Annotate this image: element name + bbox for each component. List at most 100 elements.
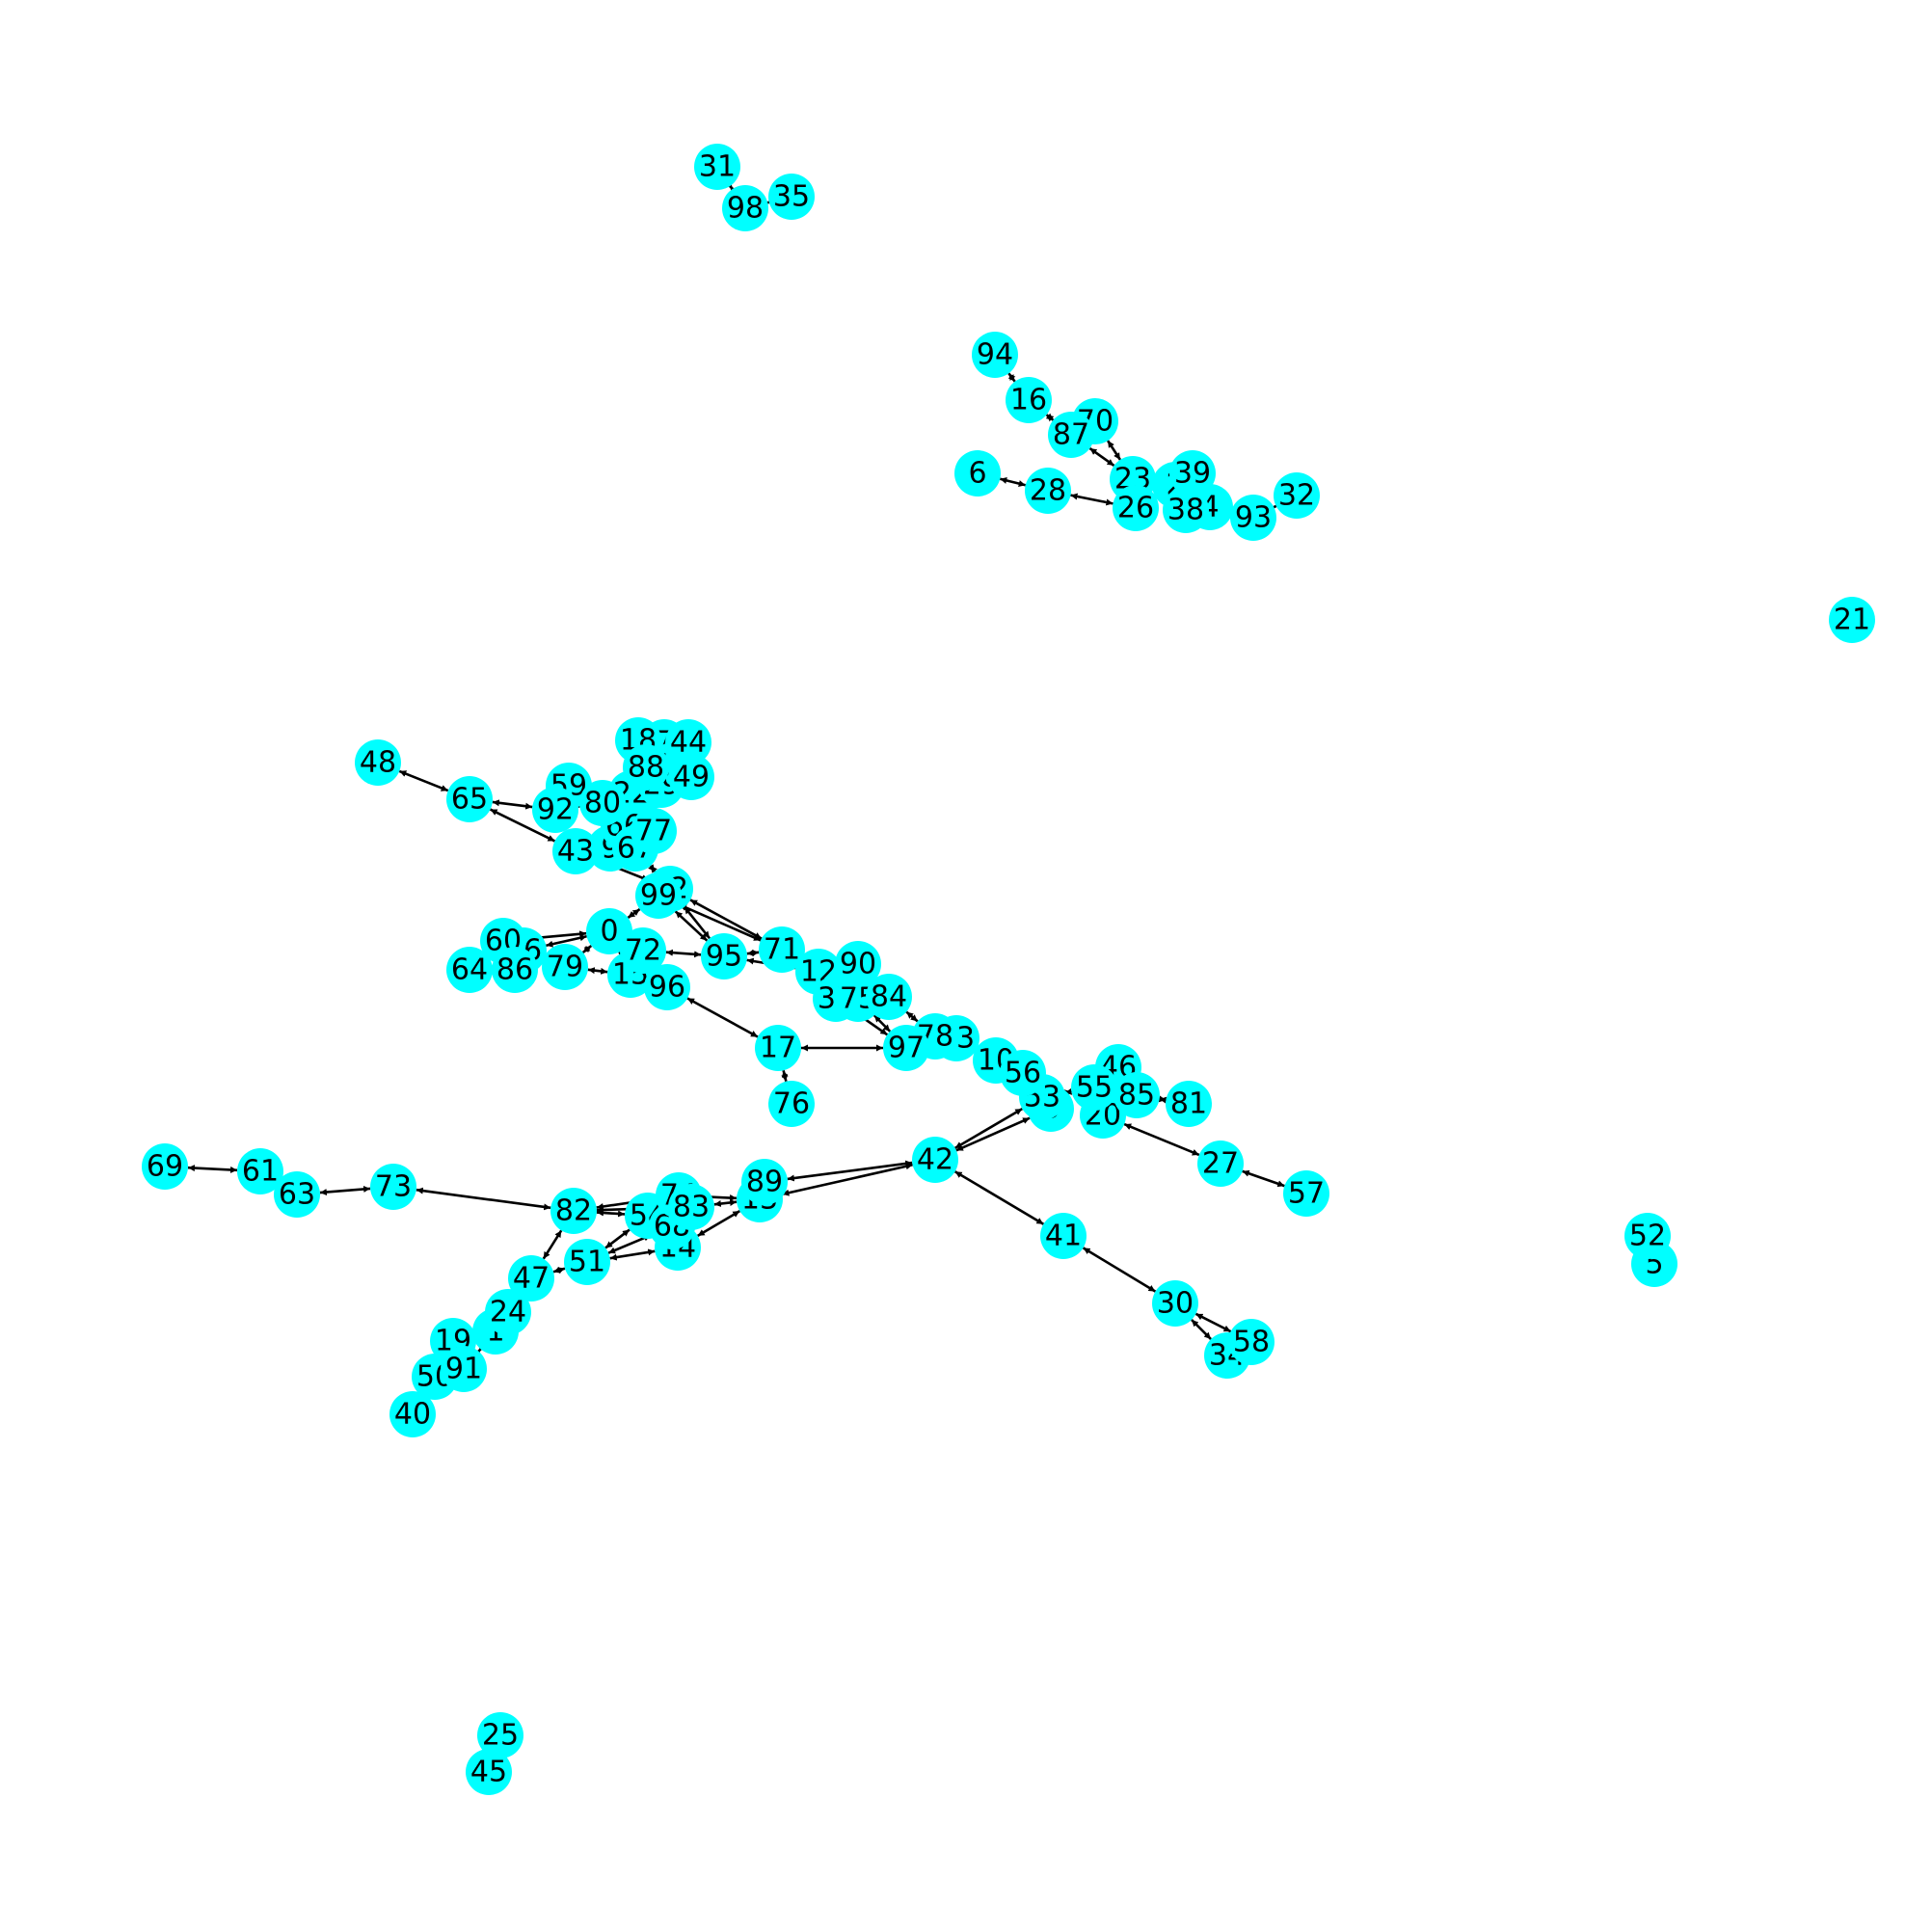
node-label: 38	[1167, 494, 1204, 527]
node-84: 84	[866, 974, 912, 1020]
edge-65-92	[492, 799, 533, 810]
node-label: 44	[670, 726, 707, 760]
node-label: 49	[673, 761, 710, 794]
node-label: 51	[569, 1246, 605, 1279]
edge-48-65	[398, 769, 449, 792]
node-72: 72	[620, 927, 666, 974]
node-label: 6	[968, 457, 986, 491]
node-label: 77	[635, 815, 672, 848]
node-circle	[972, 332, 1018, 378]
node-label: 88	[628, 751, 664, 785]
edge-61-69	[187, 1165, 238, 1173]
node-label: 96	[649, 971, 685, 1005]
node-circle	[532, 787, 578, 833]
node-label: 63	[279, 1178, 315, 1212]
node-label: 42	[917, 1143, 953, 1177]
node-55: 55	[1071, 1064, 1117, 1111]
edge-6-28	[999, 477, 1027, 487]
node-label: 64	[451, 953, 488, 987]
node-circle	[389, 1391, 436, 1437]
edge-36-0	[546, 934, 587, 948]
node-92: 92	[532, 787, 578, 833]
node-circle	[866, 974, 912, 1020]
node-label: 79	[547, 951, 583, 984]
node-circle	[1163, 487, 1209, 533]
edge-14-51	[609, 1248, 656, 1261]
node-circle	[701, 933, 747, 979]
node-label: 90	[840, 948, 876, 981]
node-circle	[1624, 1213, 1671, 1259]
node-64: 64	[446, 947, 493, 993]
node-32: 32	[1274, 472, 1320, 519]
node-label: 72	[625, 934, 661, 968]
node-circle	[741, 1159, 788, 1205]
edge-30-34	[1191, 1319, 1212, 1340]
node-label: 0	[600, 915, 618, 949]
node-52: 52	[1624, 1213, 1671, 1259]
node-circle	[552, 828, 599, 874]
edge-13-14	[697, 1210, 740, 1237]
node-circle	[550, 1188, 597, 1234]
edge-42-53	[954, 1108, 1023, 1149]
node-label: 94	[977, 338, 1013, 372]
node-47: 47	[508, 1255, 554, 1301]
node-label: 98	[727, 192, 764, 226]
edge-99-71	[679, 903, 762, 942]
node-circle	[237, 1148, 283, 1194]
edge-75-97	[872, 1014, 892, 1033]
node-87: 87	[1048, 412, 1094, 458]
node-circle	[912, 1137, 958, 1183]
node-label: 43	[557, 835, 594, 869]
node-99: 99	[635, 872, 682, 919]
node-circle	[1169, 450, 1216, 496]
edge-79-15	[587, 967, 608, 975]
edges-layer	[187, 181, 1655, 1758]
node-90: 90	[835, 941, 881, 987]
node-label: 65	[451, 783, 488, 817]
node-circle	[1274, 472, 1320, 519]
node-45: 45	[466, 1749, 512, 1795]
edge-28-26	[1070, 493, 1114, 506]
node-circle	[441, 1346, 487, 1392]
node-81: 81	[1166, 1081, 1212, 1127]
node-24: 24	[485, 1289, 531, 1335]
node-40: 40	[389, 1391, 436, 1437]
node-circle	[954, 450, 1001, 496]
node-label: 24	[490, 1296, 526, 1329]
node-label: 76	[773, 1087, 810, 1121]
edge-72-95	[665, 949, 702, 958]
node-circle	[446, 776, 493, 822]
node-circle	[466, 1749, 512, 1795]
node-circle	[694, 144, 740, 190]
node-circle	[1829, 597, 1875, 643]
node-83: 83	[668, 1184, 714, 1230]
node-69: 69	[142, 1143, 188, 1190]
node-label: 99	[640, 879, 677, 913]
edge-54-51	[604, 1228, 631, 1249]
edge-84-78	[905, 1010, 919, 1023]
node-circle	[370, 1164, 416, 1210]
edge-67-62	[648, 864, 657, 873]
node-0: 0	[586, 908, 632, 954]
node-49: 49	[668, 754, 714, 800]
node-label: 39	[1174, 457, 1211, 491]
node-circle	[274, 1171, 320, 1218]
node-label: 84	[871, 980, 907, 1014]
node-17: 17	[755, 1025, 801, 1071]
node-80: 80	[579, 780, 626, 826]
node-98: 98	[722, 185, 768, 231]
edge-43-65	[489, 808, 556, 843]
node-circle	[1197, 1140, 1244, 1187]
node-label: 45	[470, 1756, 507, 1789]
node-96: 96	[644, 964, 690, 1010]
node-28: 28	[1025, 468, 1071, 514]
edge-62-71	[689, 899, 763, 940]
node-77: 77	[631, 808, 677, 854]
node-label: 35	[773, 180, 810, 214]
edge-16-87	[1045, 413, 1055, 422]
node-circle	[1071, 1064, 1117, 1111]
node-73: 73	[370, 1164, 416, 1210]
node-circle	[586, 908, 632, 954]
edge-31-98	[725, 181, 738, 194]
